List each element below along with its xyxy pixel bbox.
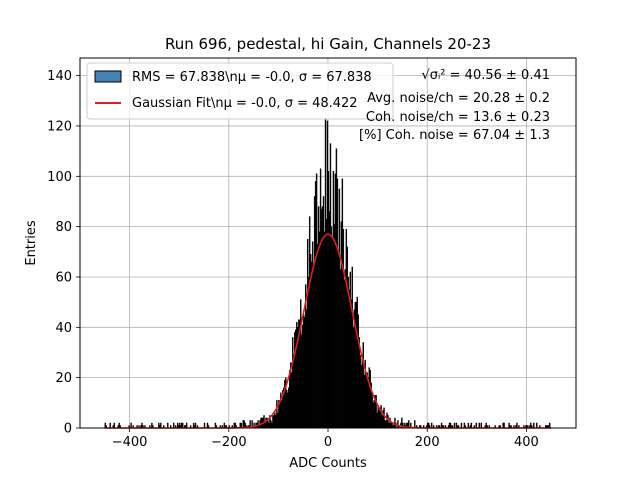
x-axis-label: ADC Counts	[289, 456, 367, 471]
legend-fit-label: Gaussian Fit\nμ = -0.0, σ = 48.422	[132, 96, 358, 111]
y-axis-ticks: 0 20 40 60 80 100 120 140	[47, 69, 80, 437]
x-axis-ticks: −400 −200 0 200 400	[112, 428, 539, 450]
x-tick-label: −200	[211, 435, 247, 450]
x-tick-label: 200	[415, 435, 440, 450]
histogram-bar	[414, 420, 416, 429]
y-tick-label: 40	[55, 321, 72, 336]
stat-coh-noise-percent: [%] Coh. noise = 67.04 ± 1.3	[359, 128, 550, 143]
y-axis-label: Entries	[24, 220, 39, 266]
legend-histogram-label: RMS = 67.838\nμ = -0.0, σ = 67.838	[132, 70, 372, 85]
legend-histogram-swatch	[94, 70, 122, 83]
legend: RMS = 67.838\nμ = -0.0, σ = 67.838 Gauss…	[86, 62, 394, 120]
x-tick-label: 400	[514, 435, 539, 450]
y-tick-label: 60	[55, 270, 72, 285]
y-tick-label: 80	[55, 220, 72, 235]
y-tick-label: 140	[47, 69, 72, 84]
y-tick-label: 20	[55, 371, 72, 386]
stat-coh-noise: Coh. noise/ch = 13.6 ± 0.23	[366, 110, 550, 125]
chart-title: Run 696, pedestal, hi Gain, Channels 20-…	[165, 35, 491, 53]
y-tick-label: 0	[64, 422, 72, 437]
stat-avg-noise: Avg. noise/ch = 20.28 ± 0.2	[367, 91, 550, 106]
y-tick-label: 120	[47, 119, 72, 134]
stat-quadrature-sum: √σᵢ² = 40.56 ± 0.41	[421, 68, 550, 83]
x-tick-label: −400	[112, 435, 148, 450]
legend-box	[86, 62, 394, 120]
stats-annotations: √σᵢ² = 40.56 ± 0.41 Avg. noise/ch = 20.2…	[359, 68, 550, 143]
x-tick-label: 0	[324, 435, 332, 450]
y-tick-label: 100	[47, 170, 72, 185]
